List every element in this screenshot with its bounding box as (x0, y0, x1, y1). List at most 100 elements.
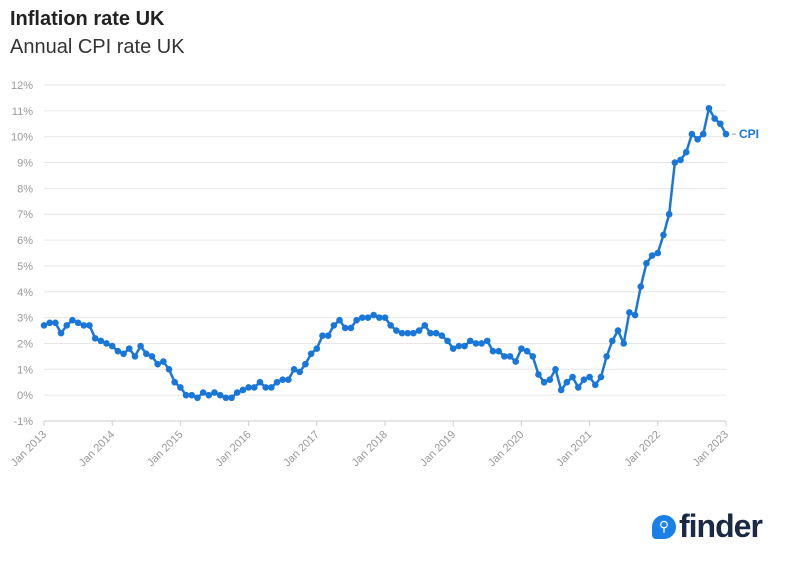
data-point (63, 322, 71, 329)
data-point (194, 394, 201, 402)
data-point (358, 314, 366, 321)
data-point (182, 391, 190, 399)
data-point (569, 373, 576, 381)
data-point (711, 115, 718, 122)
x-tick-label: Jan 2023 (691, 429, 731, 469)
data-point (671, 159, 679, 166)
data-point (347, 324, 355, 332)
data-point (330, 322, 338, 329)
x-tick-label: Jan 2018 (350, 429, 390, 469)
data-point (637, 283, 645, 290)
data-point (97, 337, 105, 345)
y-tick-label: 4% (17, 287, 33, 299)
data-point (307, 350, 315, 358)
data-point (376, 314, 383, 321)
data-point (154, 360, 161, 368)
data-point (586, 373, 593, 381)
data-point (722, 130, 730, 138)
y-tick-label: 7% (17, 209, 33, 221)
data-point (353, 316, 360, 324)
data-point (461, 342, 468, 350)
y-tick-label: 1% (17, 364, 33, 376)
data-point (131, 353, 139, 360)
data-point (580, 376, 588, 383)
data-point (108, 342, 116, 350)
data-point (643, 260, 650, 267)
data-point (654, 249, 662, 257)
data-point (381, 314, 389, 321)
data-point (46, 319, 53, 327)
data-point (188, 391, 196, 399)
data-point (421, 322, 429, 329)
data-point (540, 378, 548, 386)
data-point (410, 329, 417, 337)
data-point (501, 353, 508, 360)
data-point (199, 389, 207, 396)
data-point (563, 378, 571, 386)
data-point (114, 347, 122, 355)
data-point (552, 366, 559, 373)
y-tick-label: 12% (11, 80, 33, 92)
finder-logo: ⚲ finder (652, 508, 763, 545)
data-point (313, 345, 321, 352)
y-tick-label: 10% (11, 132, 33, 144)
data-point (484, 337, 491, 345)
y-tick-label: 6% (17, 235, 33, 247)
data-point (165, 366, 173, 373)
data-point (444, 337, 451, 345)
data-point (86, 322, 93, 329)
data-point (518, 345, 525, 352)
data-point (250, 384, 258, 391)
data-point (228, 394, 235, 402)
data-point (404, 329, 412, 337)
data-point (597, 373, 605, 381)
data-point (660, 231, 667, 239)
y-tick-label: 9% (17, 158, 33, 170)
logo-text: finder (679, 508, 763, 544)
series-label: CPI (739, 127, 759, 141)
search-icon: ⚲ (652, 514, 676, 539)
data-point (137, 342, 144, 350)
data-point (717, 120, 724, 128)
x-tick-label: Jan 2016 (213, 429, 253, 469)
data-point (120, 350, 127, 358)
data-point (699, 130, 707, 138)
data-point (143, 350, 150, 358)
data-point (614, 327, 622, 334)
data-point (341, 324, 349, 332)
data-point (495, 347, 502, 355)
x-tick-label: Jan 2013 (9, 429, 49, 469)
data-point (387, 322, 394, 329)
y-tick-label: -1% (13, 416, 33, 428)
data-point (279, 376, 287, 383)
data-point (546, 376, 554, 383)
x-tick-label: Jan 2014 (77, 429, 117, 469)
data-point (69, 316, 76, 324)
data-point (694, 135, 701, 143)
data-point (233, 389, 241, 396)
data-point (631, 311, 639, 319)
x-tick-label: Jan 2021 (554, 429, 594, 469)
data-point (52, 319, 59, 327)
data-point (125, 345, 133, 352)
data-point (665, 210, 673, 218)
data-point (415, 327, 423, 334)
data-point (103, 340, 110, 347)
data-point (427, 329, 434, 337)
data-point (609, 337, 616, 345)
data-point (40, 322, 48, 329)
data-point (574, 384, 582, 391)
data-point (57, 329, 65, 337)
data-point (245, 384, 252, 391)
data-point (268, 384, 275, 391)
data-point (529, 353, 537, 360)
data-point (626, 309, 633, 316)
data-point (466, 337, 474, 345)
data-point (489, 347, 497, 355)
data-point (74, 319, 82, 327)
data-point (302, 360, 309, 368)
chart-subtitle: Annual CPI rate UK (10, 36, 185, 58)
data-point (205, 391, 213, 399)
y-tick-label: 3% (17, 313, 33, 325)
